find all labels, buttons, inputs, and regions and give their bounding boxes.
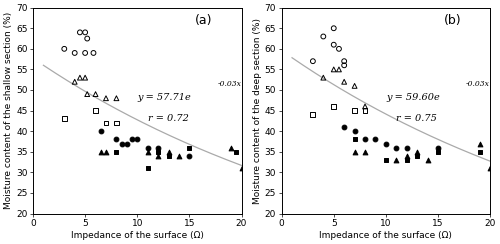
Point xyxy=(186,154,194,158)
Point xyxy=(402,154,410,158)
Text: -0.03x: -0.03x xyxy=(466,80,490,88)
Text: (a): (a) xyxy=(195,14,212,27)
Point xyxy=(361,137,369,141)
Point xyxy=(232,150,240,154)
Point xyxy=(92,92,100,96)
Point xyxy=(361,150,369,154)
Point xyxy=(123,142,131,145)
Point xyxy=(154,154,162,158)
Point xyxy=(144,166,152,170)
Point xyxy=(102,121,110,125)
Text: (b): (b) xyxy=(444,14,462,27)
Point xyxy=(83,37,91,41)
Y-axis label: Moisture content of the deep section (%): Moisture content of the deep section (%) xyxy=(253,18,262,203)
Point xyxy=(97,150,105,154)
Point xyxy=(81,51,89,55)
Text: y = 57.71e: y = 57.71e xyxy=(138,93,191,102)
Point xyxy=(112,96,120,100)
Point xyxy=(112,121,120,125)
Point xyxy=(70,51,78,55)
Point xyxy=(476,150,484,154)
Point xyxy=(60,47,68,51)
Point xyxy=(392,158,400,162)
Point xyxy=(128,137,136,141)
Point xyxy=(320,76,328,80)
Point xyxy=(186,146,194,150)
Text: r = 0.75: r = 0.75 xyxy=(396,114,437,123)
Point xyxy=(164,150,172,154)
Point xyxy=(102,150,110,154)
Point xyxy=(112,150,120,154)
Point xyxy=(238,166,246,170)
Point xyxy=(413,150,421,154)
Text: y = 59.60e: y = 59.60e xyxy=(386,93,440,102)
Point xyxy=(320,35,328,39)
Point xyxy=(76,76,84,80)
Point xyxy=(392,146,400,150)
Point xyxy=(92,109,100,112)
Point xyxy=(154,146,162,150)
Point xyxy=(402,158,410,162)
Point xyxy=(434,150,442,154)
Text: -0.03x: -0.03x xyxy=(218,80,242,88)
Point xyxy=(486,166,494,170)
Point xyxy=(154,150,162,154)
Point xyxy=(335,47,343,51)
Point xyxy=(350,137,358,141)
Point xyxy=(97,129,105,133)
Point xyxy=(340,125,348,129)
Point xyxy=(350,129,358,133)
Point xyxy=(330,43,338,47)
Point xyxy=(330,67,338,71)
Point xyxy=(164,154,172,158)
Point xyxy=(350,109,358,112)
Point xyxy=(424,158,432,162)
Text: r = 0.72: r = 0.72 xyxy=(148,114,188,123)
Point xyxy=(134,137,141,141)
Point xyxy=(118,142,126,145)
Point xyxy=(361,109,369,112)
Point xyxy=(382,142,390,145)
Point xyxy=(350,150,358,154)
Point xyxy=(402,146,410,150)
Point xyxy=(335,67,343,71)
Point xyxy=(144,146,152,150)
Y-axis label: Moisture content of the shallow section (%): Moisture content of the shallow section … xyxy=(4,12,13,209)
Point xyxy=(434,146,442,150)
Point xyxy=(413,154,421,158)
Point xyxy=(102,96,110,100)
Point xyxy=(340,59,348,63)
Point xyxy=(112,137,120,141)
Point xyxy=(175,154,183,158)
Point xyxy=(330,104,338,108)
Point xyxy=(81,76,89,80)
Point xyxy=(350,84,358,88)
Point xyxy=(60,117,68,121)
Point xyxy=(90,51,98,55)
Point xyxy=(382,158,390,162)
Point xyxy=(83,92,91,96)
Point xyxy=(70,80,78,84)
Point xyxy=(476,142,484,145)
X-axis label: Impedance of the surface (Ω): Impedance of the surface (Ω) xyxy=(71,231,204,240)
Point xyxy=(372,137,380,141)
Point xyxy=(309,113,317,117)
Point xyxy=(361,104,369,108)
X-axis label: Impedance of the surface (Ω): Impedance of the surface (Ω) xyxy=(320,231,452,240)
Point xyxy=(340,63,348,67)
Point xyxy=(309,59,317,63)
Point xyxy=(76,30,84,34)
Point xyxy=(81,30,89,34)
Point xyxy=(144,150,152,154)
Point xyxy=(227,146,235,150)
Point xyxy=(340,80,348,84)
Point xyxy=(330,26,338,30)
